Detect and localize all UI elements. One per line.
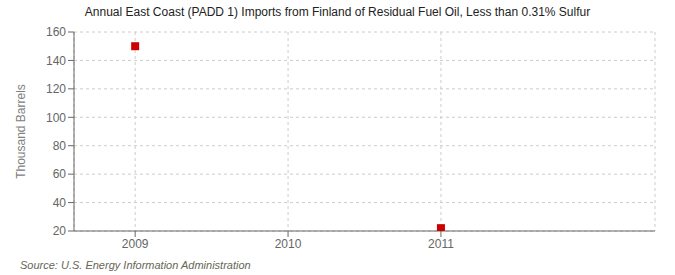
svg-text:60: 60	[53, 167, 67, 181]
svg-text:2010: 2010	[275, 237, 302, 251]
svg-text:40: 40	[53, 196, 67, 210]
svg-text:100: 100	[46, 111, 66, 125]
html-text:Annual East Coast (PADD 1) Imp: Annual East Coast (PADD 1) Imports from …	[84, 5, 591, 19]
svg-text:20: 20	[53, 224, 67, 238]
svg-text:2011: 2011	[428, 237, 454, 251]
svg-text:80: 80	[53, 139, 67, 153]
html-text:Source: U.S. Energy Informatio: Source: U.S. Energy Information Administ…	[20, 259, 251, 271]
svg-text:140: 140	[46, 54, 66, 68]
svg-text:120: 120	[46, 82, 66, 96]
svg-text:160: 160	[46, 25, 66, 39]
svg-text:Thousand Barrels: Thousand Barrels	[14, 84, 28, 179]
svg-text:2009: 2009	[122, 237, 149, 251]
